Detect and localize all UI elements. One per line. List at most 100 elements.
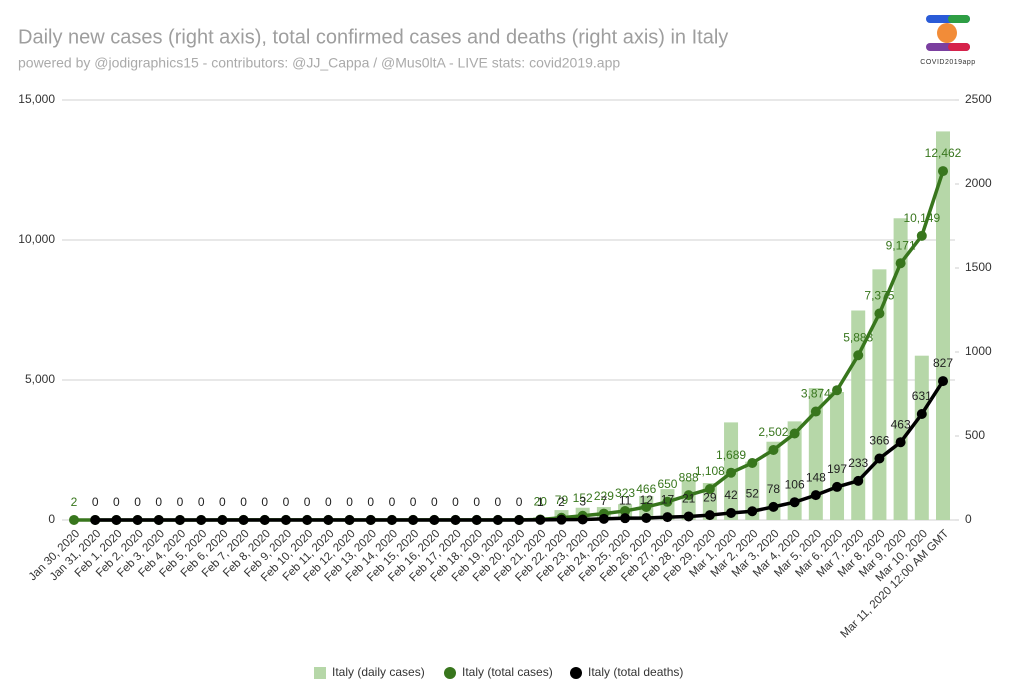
legend-label: Italy (daily cases)	[332, 665, 425, 679]
point	[153, 515, 164, 525]
point	[598, 513, 609, 524]
data-label: 827	[933, 356, 953, 370]
data-label: 21	[682, 492, 696, 506]
point	[620, 505, 631, 516]
point	[174, 515, 185, 525]
point	[938, 376, 948, 387]
y-tick-label: 5,000	[25, 372, 55, 386]
data-label: 366	[869, 434, 889, 448]
data-label: 0	[389, 495, 396, 509]
data-label: 29	[703, 490, 717, 504]
y2-tick-label: 2500	[965, 92, 992, 106]
data-label: 0	[134, 495, 141, 509]
y-tick-label: 15,000	[18, 92, 55, 106]
data-label: 1,108	[695, 464, 725, 478]
point	[789, 428, 800, 439]
data-label: 42	[724, 488, 738, 502]
point	[768, 501, 779, 512]
point	[408, 515, 419, 525]
y-tick-label: 0	[48, 512, 55, 526]
legend-item: Italy (total deaths)	[570, 665, 683, 679]
point	[344, 515, 355, 525]
data-label: 2,502	[758, 425, 788, 439]
data-label: 0	[452, 495, 459, 509]
y2-tick-label: 1500	[965, 260, 992, 274]
point	[556, 514, 567, 525]
point	[853, 350, 864, 361]
point	[726, 467, 737, 478]
data-label: 650	[657, 477, 677, 491]
point	[874, 453, 885, 464]
data-label: 0	[473, 495, 480, 509]
point	[832, 481, 843, 492]
point	[280, 515, 291, 525]
data-label: 17	[661, 492, 675, 506]
data-label: 229	[594, 489, 614, 503]
bar	[872, 269, 887, 520]
data-label: 9,171	[886, 238, 916, 252]
point	[768, 444, 779, 455]
point	[938, 166, 948, 177]
point	[683, 490, 694, 501]
point	[789, 497, 800, 508]
data-label: 466	[636, 482, 656, 496]
point	[810, 490, 821, 501]
y2-tick-label: 500	[965, 428, 985, 442]
data-label: 2	[558, 495, 565, 509]
data-label: 0	[177, 495, 184, 509]
point	[111, 515, 122, 525]
bar	[808, 388, 823, 520]
legend-item: Italy (total cases)	[444, 665, 553, 679]
data-label: 79	[555, 493, 569, 507]
bar	[766, 441, 781, 520]
data-label: 1,689	[716, 448, 746, 462]
data-label: 148	[806, 470, 826, 484]
legend-swatch	[444, 667, 456, 679]
point	[471, 515, 482, 525]
logo-shape	[948, 43, 970, 51]
point	[514, 515, 525, 525]
point	[90, 515, 101, 525]
point	[259, 515, 270, 525]
data-label: 0	[261, 495, 268, 509]
data-label: 5,883	[843, 330, 873, 344]
point	[704, 483, 715, 494]
point	[492, 515, 503, 525]
point	[916, 230, 927, 241]
point	[916, 408, 927, 419]
chart-subtitle: powered by @jodigraphics15 - contributor…	[18, 55, 620, 71]
data-label: 0	[431, 495, 438, 509]
point	[302, 515, 313, 525]
data-label: 631	[912, 389, 932, 403]
legend-item: Italy (daily cases)	[314, 665, 425, 679]
data-label: 0	[495, 495, 502, 509]
y2-tick-label: 1000	[965, 344, 992, 358]
data-label: 3,874	[801, 387, 831, 401]
point	[217, 515, 228, 525]
data-label: 888	[679, 470, 699, 484]
point	[662, 512, 673, 523]
point	[429, 515, 440, 525]
point	[577, 514, 588, 525]
legend-swatch	[314, 667, 326, 679]
bar	[830, 391, 845, 520]
bar	[914, 355, 929, 520]
point	[704, 510, 715, 521]
point	[895, 258, 906, 269]
point	[726, 507, 737, 518]
data-label: 0	[198, 495, 205, 509]
y-tick-label: 10,000	[18, 232, 55, 246]
point	[853, 475, 864, 486]
data-label: 233	[848, 456, 868, 470]
data-label: 0	[516, 495, 523, 509]
data-label: 0	[410, 495, 417, 509]
logo: COVID2019app	[920, 15, 975, 66]
point	[641, 512, 652, 523]
point	[196, 515, 207, 525]
data-label: 78	[767, 482, 781, 496]
point	[874, 308, 885, 319]
data-label: 0	[155, 495, 162, 509]
point	[683, 511, 694, 522]
data-label: 20	[534, 495, 548, 509]
